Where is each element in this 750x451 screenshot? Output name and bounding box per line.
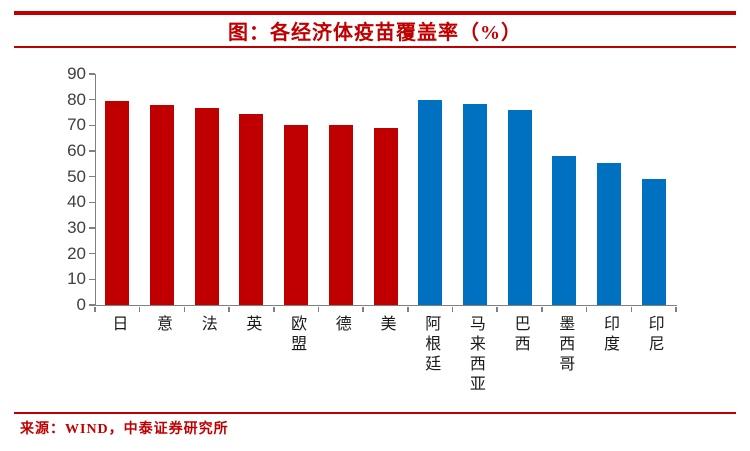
y-axis-tick	[89, 278, 95, 281]
source-note: 来源：WIND，中泰证券研究所	[20, 422, 229, 437]
x-axis-label-墨西哥: 墨西哥	[556, 315, 574, 375]
x-axis-label-德: 德	[332, 315, 350, 335]
y-axis-tick	[89, 252, 95, 255]
bar-阿根廷	[418, 99, 443, 305]
bar-英	[239, 113, 264, 305]
y-axis-label: 20	[67, 243, 86, 263]
bar-意	[150, 104, 175, 305]
y-axis-label: 90	[67, 64, 86, 83]
x-axis-label-美: 美	[377, 315, 395, 335]
x-axis-tick	[228, 306, 230, 312]
x-axis-label-欧盟: 欧盟	[288, 315, 306, 355]
y-axis-label: 50	[67, 166, 86, 186]
y-axis-label: 10	[67, 269, 86, 289]
y-axis-label: 70	[67, 115, 86, 135]
bar-马来西亚	[462, 104, 487, 305]
footer-rule	[14, 412, 736, 414]
x-axis-tick	[94, 306, 96, 312]
bar-法	[194, 107, 219, 305]
x-axis-tick	[541, 306, 543, 312]
x-axis-tick	[585, 306, 588, 312]
x-axis-label-巴西: 巴西	[511, 315, 529, 355]
top-rule	[14, 11, 736, 15]
y-axis-label: 30	[67, 218, 86, 237]
bar-美	[373, 128, 398, 305]
x-axis-tick	[675, 306, 677, 312]
chart-title: 图：各经济体疫苗覆盖率（%）	[228, 22, 522, 44]
bar-欧盟	[284, 124, 309, 305]
x-axis-tick	[317, 306, 320, 312]
bar-日	[105, 101, 130, 305]
x-axis-tick	[362, 306, 364, 312]
y-axis-tick	[89, 201, 95, 204]
y-axis-tick	[89, 98, 95, 101]
y-axis-label: 40	[67, 192, 86, 212]
y-axis-tick	[89, 124, 95, 127]
x-axis-label-阿根廷: 阿根廷	[422, 315, 440, 375]
bar-墨西哥	[552, 156, 577, 305]
bar-chart: 0 10 20 30 40 50 60 70 80 90 日 意 法 英 欧盟 德 美 阿根廷 马来西亚 巴西 墨西哥 印…	[67, 64, 677, 395]
x-axis-label-英: 英	[243, 315, 261, 335]
x-axis-label-马来西亚: 马来西亚	[466, 315, 484, 395]
x-axis-tick	[183, 306, 186, 312]
x-axis-label-意: 意	[154, 315, 172, 335]
plot-area	[95, 74, 677, 306]
x-axis-label-印尼: 印尼	[645, 315, 663, 355]
y-axis-label: 0	[76, 295, 86, 314]
bar-巴西	[507, 109, 532, 305]
x-axis-tick	[407, 306, 409, 312]
x-axis-tick	[630, 306, 633, 312]
bar-印度	[596, 163, 621, 305]
x-axis-label-法: 法	[198, 315, 216, 335]
y-axis-label: 60	[67, 141, 86, 160]
x-axis-tick	[273, 306, 275, 312]
x-axis-label-印度: 印度	[600, 315, 618, 355]
y-axis-tick	[89, 175, 95, 178]
y-axis-tick	[89, 73, 95, 75]
title-rule	[14, 46, 736, 48]
y-axis-tick	[89, 150, 95, 152]
y-axis-label: 80	[67, 89, 86, 109]
x-axis-label-日: 日	[109, 315, 127, 335]
y-axis-tick	[89, 304, 95, 306]
bar-德	[328, 125, 353, 305]
y-axis-tick	[89, 227, 95, 229]
bar-印尼	[641, 179, 666, 305]
x-axis-tick	[496, 306, 498, 312]
x-axis-tick	[138, 306, 141, 312]
x-axis-tick	[451, 306, 454, 312]
